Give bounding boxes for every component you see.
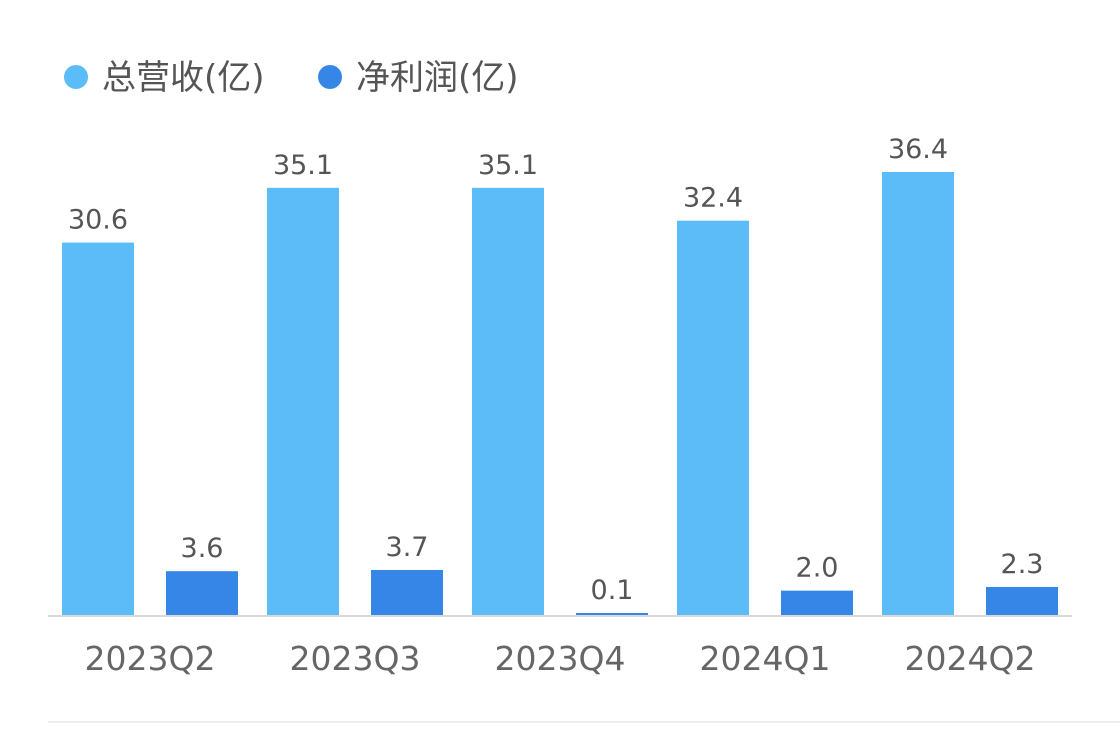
bar-profit-2023Q4 <box>576 613 648 615</box>
data-label-revenue-2024Q2: 36.4 <box>888 134 948 165</box>
bar-revenue-2024Q1 <box>677 220 749 615</box>
bar-profit-2024Q2 <box>986 587 1058 615</box>
x-tick-label-2023Q4: 2023Q4 <box>495 639 626 678</box>
data-label-profit-2023Q4: 0.1 <box>591 575 634 606</box>
legend-label-1: 净利润(亿) <box>356 58 519 98</box>
x-tick-label-2024Q1: 2024Q1 <box>700 639 831 678</box>
x-tick-label-2023Q2: 2023Q2 <box>85 639 216 678</box>
bar-profit-2023Q3 <box>371 569 443 615</box>
legend: 总营收(亿) 净利润(亿) <box>64 58 519 98</box>
bar-profit-2023Q2 <box>166 571 238 615</box>
x-tick-label-2023Q3: 2023Q3 <box>290 639 421 678</box>
data-label-revenue-2023Q2: 30.6 <box>68 205 128 236</box>
data-label-profit-2023Q2: 3.6 <box>181 533 224 564</box>
legend-marker-0 <box>64 65 88 89</box>
bar-revenue-2024Q2 <box>882 172 954 615</box>
data-label-profit-2024Q1: 2.0 <box>796 553 839 584</box>
bar-revenue-2023Q2 <box>62 242 134 616</box>
value-labels-group: 30.6 3.6 35.1 3.7 35.1 0.1 32.4 2.0 36.4 2.3 <box>68 134 1044 606</box>
data-label-profit-2024Q2: 2.3 <box>1001 549 1044 580</box>
data-label-profit-2023Q3: 3.7 <box>386 532 429 563</box>
bar-profit-2024Q1 <box>781 590 853 615</box>
legend-label-0: 总营收(亿) <box>102 58 265 98</box>
bar-revenue-2023Q3 <box>267 187 339 616</box>
data-label-revenue-2023Q4: 35.1 <box>478 150 538 181</box>
data-label-revenue-2024Q1: 32.4 <box>683 183 743 214</box>
legend-marker-1 <box>318 65 342 89</box>
x-tick-label-2024Q2: 2024Q2 <box>905 639 1036 678</box>
bar-revenue-2023Q4 <box>472 187 544 616</box>
x-tick-labels: 2023Q2 2023Q3 2023Q4 2024Q1 2024Q2 <box>85 639 1036 678</box>
data-label-revenue-2023Q3: 35.1 <box>273 150 333 181</box>
bars-group <box>62 172 1058 616</box>
